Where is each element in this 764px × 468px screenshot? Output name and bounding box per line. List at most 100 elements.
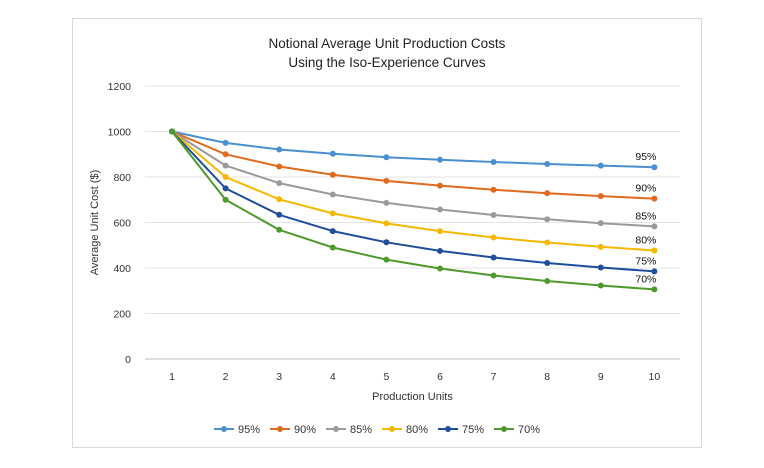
legend: 95% 90% 85% 80% 75% 70% bbox=[214, 424, 540, 436]
series-75-percent: 75% bbox=[169, 128, 658, 275]
data-point bbox=[383, 256, 390, 263]
series-end-label: 95% bbox=[635, 151, 656, 163]
series-95-percent: 95% bbox=[169, 128, 658, 171]
x-axis-title: Production Units bbox=[372, 391, 453, 403]
data-point bbox=[329, 210, 336, 217]
data-point bbox=[222, 139, 229, 146]
x-tick-label: 4 bbox=[330, 371, 336, 383]
series-line bbox=[171, 130, 655, 252]
data-point bbox=[329, 171, 336, 178]
data-point bbox=[490, 186, 497, 193]
data-point bbox=[222, 196, 229, 203]
data-point bbox=[437, 206, 443, 213]
legend-label: 95% bbox=[238, 424, 260, 436]
series-80-percent: 80% bbox=[169, 128, 658, 254]
data-point bbox=[544, 277, 551, 284]
data-point bbox=[276, 180, 283, 187]
legend-item: 75% bbox=[438, 424, 484, 436]
legend-item: 85% bbox=[326, 424, 372, 436]
x-tick-label: 7 bbox=[491, 371, 497, 383]
data-point bbox=[544, 216, 551, 223]
data-point bbox=[651, 223, 658, 230]
series-line bbox=[171, 130, 655, 228]
data-point bbox=[597, 162, 604, 169]
x-tick-label: 6 bbox=[437, 371, 443, 383]
data-point bbox=[276, 163, 283, 170]
series-line bbox=[171, 130, 655, 291]
data-point bbox=[651, 247, 658, 254]
legend-marker bbox=[277, 426, 283, 432]
data-point bbox=[437, 247, 443, 254]
data-point bbox=[437, 182, 443, 189]
series-end-label: 75% bbox=[635, 255, 656, 267]
data-point bbox=[544, 190, 551, 197]
data-point bbox=[383, 177, 390, 184]
data-point bbox=[597, 220, 604, 227]
y-axis-title: Average Unit Cost ($) bbox=[89, 170, 101, 276]
series-line bbox=[171, 130, 655, 273]
data-point bbox=[651, 195, 658, 202]
data-point bbox=[329, 228, 336, 235]
data-point bbox=[597, 193, 604, 200]
x-tick-label: 8 bbox=[544, 371, 550, 383]
legend-label: 85% bbox=[350, 424, 372, 436]
legend-marker bbox=[389, 426, 395, 432]
x-tick-label: 2 bbox=[223, 371, 229, 383]
legend-marker bbox=[221, 426, 227, 432]
data-point bbox=[544, 161, 551, 168]
series-70-percent: 70% bbox=[169, 128, 658, 293]
legend-item: 95% bbox=[214, 424, 260, 436]
data-point bbox=[276, 211, 283, 218]
data-point bbox=[651, 164, 658, 171]
y-tick-label: 1000 bbox=[108, 127, 132, 139]
legend-label: 90% bbox=[294, 424, 316, 436]
data-point bbox=[597, 282, 604, 289]
gridlines bbox=[145, 85, 680, 360]
data-point bbox=[222, 174, 229, 180]
data-point bbox=[651, 268, 658, 275]
series-85-percent: 85% bbox=[169, 128, 658, 230]
legend-item: 80% bbox=[382, 424, 428, 436]
series-90-percent: 90% bbox=[169, 128, 658, 202]
y-tick-label: 200 bbox=[113, 309, 131, 321]
y-tick-label: 800 bbox=[113, 172, 131, 184]
legend-marker bbox=[333, 426, 339, 432]
legend-item: 90% bbox=[270, 424, 316, 436]
data-point bbox=[329, 150, 336, 157]
x-tick-label: 9 bbox=[598, 371, 604, 383]
y-tick-label: 600 bbox=[113, 218, 131, 230]
y-tick-label: 1200 bbox=[108, 81, 132, 93]
data-point bbox=[276, 226, 283, 233]
y-tick-label: 400 bbox=[113, 263, 131, 275]
data-point bbox=[383, 154, 390, 161]
data-point bbox=[490, 158, 497, 165]
data-point bbox=[383, 199, 390, 206]
data-point bbox=[222, 185, 229, 192]
data-point bbox=[544, 259, 551, 266]
data-point bbox=[276, 146, 283, 153]
series-line bbox=[171, 130, 655, 169]
x-axis-ticks: 1 2 3 4 5 6 7 8 9 10 bbox=[169, 371, 660, 383]
data-point bbox=[437, 156, 443, 163]
data-point bbox=[222, 151, 229, 158]
y-tick-label: 0 bbox=[125, 354, 131, 366]
series-end-label: 85% bbox=[635, 210, 656, 222]
data-point bbox=[437, 228, 443, 235]
data-point bbox=[383, 220, 390, 227]
chart-frame bbox=[72, 18, 702, 448]
data-point bbox=[437, 265, 443, 272]
legend-label: 75% bbox=[462, 424, 484, 436]
data-point bbox=[490, 211, 497, 218]
series-end-label: 90% bbox=[635, 183, 656, 195]
data-point bbox=[276, 196, 283, 203]
data-point bbox=[169, 128, 175, 135]
data-point bbox=[490, 272, 497, 279]
chart-title: Notional Average Unit Production Costs bbox=[268, 36, 506, 51]
x-tick-label: 5 bbox=[383, 371, 389, 383]
series-end-label: 80% bbox=[635, 234, 656, 246]
data-point bbox=[329, 244, 336, 251]
data-point bbox=[383, 239, 390, 246]
x-tick-label: 10 bbox=[649, 371, 661, 383]
y-axis-ticks: 0 200 400 600 800 1000 1200 bbox=[108, 81, 132, 366]
